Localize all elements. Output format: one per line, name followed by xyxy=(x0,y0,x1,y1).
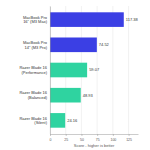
tick-label: 0 xyxy=(50,138,52,142)
y-axis: MacBook Pro16" (M3 Max) MacBook Pro14" (M… xyxy=(19,7,50,135)
tick-mark xyxy=(129,134,130,136)
tick: Razer Blade 16(Silent) xyxy=(19,115,50,125)
tick: MacBook Pro14" (M3 Pro) xyxy=(23,40,50,50)
bar xyxy=(50,113,65,128)
tick: 125 xyxy=(126,134,132,142)
axis-title: Score - higher is better xyxy=(74,143,115,148)
tick: MacBook Pro16" (M3 Max) xyxy=(23,15,50,25)
tick-mark xyxy=(97,134,98,136)
data-labels: 117.38 74.52 59.07 48.93 24.16 xyxy=(67,17,138,123)
plot: 117.38 74.52 59.07 48.93 24.16 0 25 50 75 100 125 M… xyxy=(19,6,138,142)
label-line: (Balanced) xyxy=(28,95,48,100)
axis-line xyxy=(51,134,139,135)
tick: Razer Blade 16(Performance) xyxy=(19,65,50,75)
chart: 117.38 74.52 59.07 48.93 24.16 0 25 50 75 100 125 M… xyxy=(0,0,150,150)
tick-label: 125 xyxy=(126,138,132,142)
tick: 75 xyxy=(96,134,100,142)
category-label: Razer Blade 16(Performance) xyxy=(19,65,47,75)
bar xyxy=(50,63,87,78)
tick-label: 50 xyxy=(80,138,84,142)
data-label: 24.16 xyxy=(67,118,78,123)
data-label: 59.07 xyxy=(89,67,100,72)
tick-label: 75 xyxy=(96,138,100,142)
grid xyxy=(50,6,129,134)
tick-label: 25 xyxy=(64,138,68,142)
category-label: Razer Blade 16(Balanced) xyxy=(19,90,47,100)
data-label: 117.38 xyxy=(126,17,139,22)
tick: 100 xyxy=(110,134,116,142)
label-line: (Silent) xyxy=(34,120,47,125)
tick-label: 100 xyxy=(110,138,116,142)
label-line: (Performance) xyxy=(21,70,47,75)
tick-mark xyxy=(66,134,67,136)
category-label: Razer Blade 16(Silent) xyxy=(19,115,47,125)
bar xyxy=(50,37,97,52)
axis-line xyxy=(50,7,51,135)
label-line: 14" (M3 Pro) xyxy=(24,45,47,50)
x-axis: 0 25 50 75 100 125 xyxy=(50,134,139,142)
tick: 50 xyxy=(80,134,84,142)
tick-mark xyxy=(81,134,82,136)
tick: 0 xyxy=(50,134,52,142)
label-line: 16" (M3 Max) xyxy=(23,19,48,24)
bar xyxy=(50,88,81,103)
bar xyxy=(50,12,124,27)
category-label: MacBook Pro16" (M3 Max) xyxy=(23,15,48,25)
data-label: 48.93 xyxy=(83,93,94,98)
data-label: 74.52 xyxy=(99,42,110,47)
grid-line xyxy=(128,6,129,134)
category-label: MacBook Pro14" (M3 Pro) xyxy=(23,40,48,50)
bars xyxy=(50,12,124,127)
tick: 25 xyxy=(64,134,68,142)
tick: Razer Blade 16(Balanced) xyxy=(19,90,50,100)
tick-mark xyxy=(113,134,114,136)
